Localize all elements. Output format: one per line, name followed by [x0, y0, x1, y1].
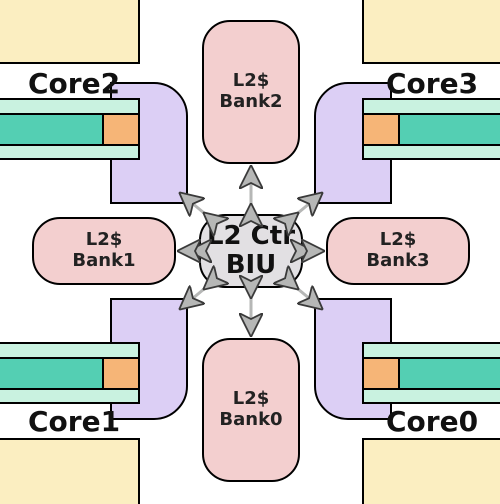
core0-block-cream [362, 438, 500, 504]
l2-bank2-line2: Bank2 [219, 92, 282, 113]
core2-block-cream [0, 0, 140, 64]
l2-controller-line2: BIU [226, 251, 277, 280]
l2-bank1-line1: L2$ [86, 230, 123, 251]
core1-block-cream [0, 438, 140, 504]
core0-block-orange [362, 357, 400, 390]
l2-bank3-line1: L2$ [380, 230, 417, 251]
core3-block-cream [362, 0, 500, 64]
core3-block-teal [398, 113, 500, 146]
diagram-root: Core2 Core3 Core1 Core0 L2$ Bank2 L2$ Ba… [0, 0, 500, 504]
core0-label: Core0 [386, 405, 478, 438]
l2-bank2: L2$ Bank2 [202, 20, 300, 164]
l2-bank2-line1: L2$ [233, 71, 270, 92]
core2-label: Core2 [28, 67, 120, 100]
l2-bank1-line2: Bank1 [72, 251, 135, 272]
l2-bank1: L2$ Bank1 [32, 217, 176, 285]
core0-block-teal [398, 357, 500, 390]
l2-bank0-line2: Bank0 [219, 410, 282, 431]
l2-bank3: L2$ Bank3 [326, 217, 470, 285]
core3-label: Core3 [386, 67, 478, 100]
core1-block-orange [102, 357, 140, 390]
l2-bank3-line2: Bank3 [366, 251, 429, 272]
l2-controller: L2 Ctr BIU [199, 214, 303, 288]
l2-controller-line1: L2 Ctr [207, 222, 295, 251]
core3-block-orange [362, 113, 400, 146]
core1-block-teal [0, 357, 104, 390]
l2-bank0: L2$ Bank0 [202, 338, 300, 482]
core2-block-orange [102, 113, 140, 146]
core2-block-teal [0, 113, 104, 146]
core1-label: Core1 [28, 405, 120, 438]
l2-bank0-line1: L2$ [233, 389, 270, 410]
